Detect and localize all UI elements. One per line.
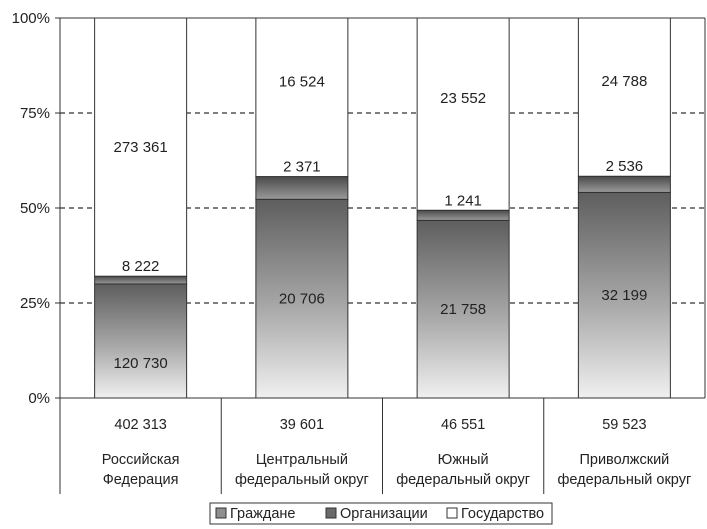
bar-segment-citizens: [94, 283, 188, 399]
legend-swatch-organizations: [325, 507, 337, 519]
bar-segment-citizens: [577, 191, 671, 399]
data-label-organizations: 2 371: [283, 159, 321, 176]
category-total: 46 551: [441, 417, 485, 433]
legend: Граждане Организации Государство: [209, 502, 553, 525]
bar-segment-organizations: [94, 275, 188, 285]
data-label-organizations: 8 222: [122, 258, 160, 275]
category-name-line2: Федерация: [103, 472, 179, 488]
data-label-state: 273 361: [114, 139, 168, 156]
category-table: 402 313 Российская Федерация 39 601 Централь…: [102, 398, 691, 494]
bar-segment-state: [94, 17, 188, 277]
bar-segment-state: [255, 17, 349, 178]
bar-segment-state: [577, 17, 671, 177]
bar-segment-citizens: [416, 219, 510, 399]
data-label-state: 24 788: [601, 73, 647, 90]
data-label-citizens: 20 706: [279, 291, 325, 308]
bar-segment-citizens: [255, 198, 349, 399]
y-tick-label: 25%: [20, 295, 50, 312]
bars: [94, 17, 671, 399]
category-name-line2: федеральный округ: [558, 472, 692, 488]
legend-swatch-citizens: [215, 507, 227, 519]
category-name-line1: Приволжский: [579, 452, 669, 468]
data-label-citizens: 120 730: [114, 355, 168, 372]
data-labels: 120 730 8 222 273 361 20 706 2 371 16 524 21 7…: [114, 73, 648, 372]
bar-segment-organizations: [255, 176, 349, 200]
category-name-line1: Южный: [438, 452, 489, 468]
y-tick-label: 50%: [20, 200, 50, 217]
data-label-organizations: 2 536: [606, 158, 644, 175]
category-name-line2: федеральный округ: [235, 472, 369, 488]
category-name-line2: федеральный округ: [396, 472, 530, 488]
data-label-citizens: 21 758: [440, 301, 486, 318]
category-name-line1: Центральный: [256, 452, 348, 468]
category-total: 39 601: [280, 417, 324, 433]
data-label-state: 23 552: [440, 90, 486, 107]
legend-box: [209, 502, 553, 525]
bar-segment-organizations: [416, 209, 510, 221]
data-label-state: 16 524: [279, 73, 325, 90]
legend-label: Организации: [340, 506, 428, 522]
legend-label: Государство: [461, 506, 544, 522]
category-total: 59 523: [602, 417, 646, 433]
y-tick-label: 0%: [28, 390, 50, 407]
category-total: 402 313: [114, 417, 166, 433]
legend-swatch-state: [446, 507, 458, 519]
bar-segment-state: [416, 17, 510, 211]
category-name-line1: Российская: [102, 452, 180, 468]
y-tick-label: 75%: [20, 105, 50, 122]
legend-label: Граждане: [230, 506, 295, 522]
data-label-citizens: 32 199: [601, 287, 647, 304]
bar-segment-organizations: [577, 175, 671, 193]
data-label-organizations: 1 241: [444, 192, 482, 209]
y-tick-label: 100%: [12, 10, 50, 27]
